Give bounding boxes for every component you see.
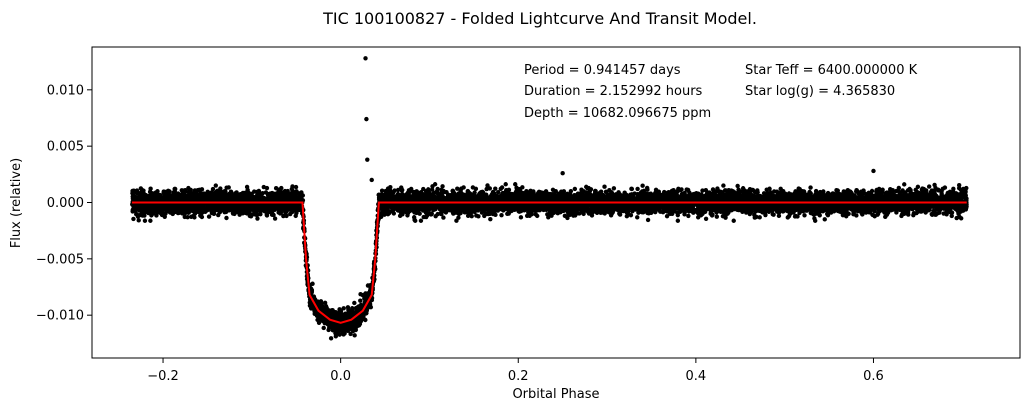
data-point	[136, 218, 141, 223]
data-point	[796, 186, 801, 191]
data-point	[210, 186, 216, 192]
data-point	[808, 185, 813, 190]
data-point	[358, 298, 363, 303]
data-point	[714, 214, 720, 219]
data-point	[321, 325, 326, 331]
data-point	[142, 218, 148, 223]
data-point	[635, 215, 640, 220]
data-point	[418, 218, 424, 223]
data-point	[736, 187, 741, 192]
data-point	[520, 185, 525, 190]
data-point	[322, 300, 328, 306]
data-point	[776, 213, 782, 219]
data-point	[700, 188, 705, 193]
data-point	[778, 186, 783, 192]
data-point	[931, 208, 936, 214]
data-point	[905, 188, 911, 193]
data-point	[951, 186, 956, 192]
data-point	[611, 186, 617, 191]
data-point	[470, 185, 476, 190]
data-point	[518, 215, 524, 220]
data-point	[676, 186, 681, 191]
data-point	[264, 185, 270, 191]
data-point	[897, 191, 902, 197]
data-point	[496, 189, 501, 195]
data-point	[395, 187, 401, 193]
data-point	[341, 306, 346, 311]
data-point	[337, 332, 342, 337]
data-point	[529, 212, 534, 217]
data-point	[915, 184, 921, 189]
data-point	[524, 213, 530, 218]
data-point	[493, 186, 498, 191]
data-point	[589, 213, 595, 218]
data-point	[358, 292, 363, 297]
plot-area: −0.2 0.0 0.2 0.4 0.6 −0.010−0.0050.0000.0050…	[36, 46, 1021, 384]
data-point	[735, 183, 740, 189]
data-point	[825, 212, 831, 218]
data-point	[288, 211, 293, 217]
data-point	[731, 218, 736, 223]
data-point	[131, 216, 136, 222]
data-point	[213, 183, 218, 188]
data-point	[279, 185, 284, 191]
data-point	[503, 182, 508, 187]
data-point	[284, 213, 289, 219]
data-point	[273, 186, 279, 191]
chart-title: TIC 100100827 - Folded Lightcurve And Tr…	[322, 9, 757, 28]
data-point	[870, 212, 876, 218]
data-point	[703, 216, 709, 222]
data-point	[255, 216, 260, 221]
data-point	[664, 213, 670, 219]
data-point	[379, 188, 385, 193]
data-points	[130, 56, 969, 341]
data-point	[894, 188, 899, 194]
data-point	[635, 186, 640, 192]
